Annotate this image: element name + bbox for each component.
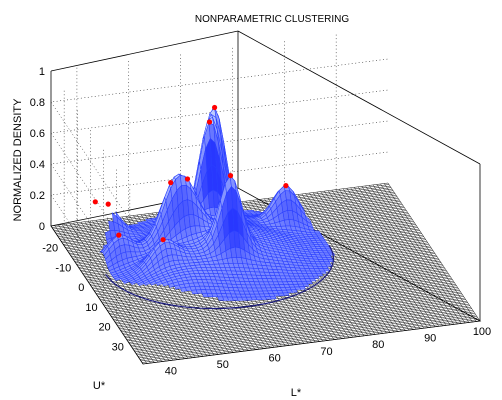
surface-cell <box>321 266 329 269</box>
z-tick-label: 1 <box>39 66 45 78</box>
back-wall-top-edge <box>50 30 239 72</box>
z-tick-label: 0.2 <box>30 190 45 202</box>
surface-cell <box>290 289 298 293</box>
mode-marker <box>105 201 111 207</box>
surface-cell <box>269 295 277 300</box>
mode-marker <box>168 180 174 186</box>
mode-marker <box>184 176 191 182</box>
y-tick-label: -10 <box>55 262 71 274</box>
x-tick-label: 100 <box>473 326 491 338</box>
mode-marker <box>227 173 234 179</box>
mode-marker <box>283 183 289 189</box>
surface-cell <box>305 280 313 285</box>
surface-cell <box>319 270 327 274</box>
surface-cell <box>324 254 332 258</box>
x-tick-label: 50 <box>217 359 229 371</box>
surface-cell <box>302 283 310 287</box>
surface-cell <box>298 286 306 290</box>
mode-marker <box>116 232 122 238</box>
z-grid-line <box>50 151 389 334</box>
x-tick-label: 40 <box>165 366 177 378</box>
z-tick-label: 0.4 <box>30 159 45 171</box>
x-axis-label: L* <box>291 387 302 399</box>
z-axis-label: NORMALIZED DENSITY <box>12 98 24 222</box>
z-grid-line <box>50 89 389 272</box>
mode-marker <box>212 104 218 111</box>
surface-base-edge <box>105 245 335 310</box>
surface-cell <box>325 263 333 267</box>
mode-marker <box>160 237 166 243</box>
surface-cell <box>327 252 336 256</box>
y-tick-label: -20 <box>42 243 58 255</box>
z-tick-label: 0 <box>39 221 45 233</box>
x-tick-label: 70 <box>320 346 332 358</box>
z-tick-label: 0.6 <box>30 128 45 140</box>
y-tick-label: 20 <box>98 322 110 334</box>
surface-cell <box>327 259 335 263</box>
surface-cell <box>282 292 290 296</box>
mode-marker <box>206 119 213 125</box>
y-tick-label: 10 <box>85 302 97 314</box>
y-tick-label: 30 <box>112 341 124 353</box>
y-axis-label: U* <box>93 380 106 392</box>
chart-title: NONPARAMETRIC CLUSTERING <box>195 14 349 25</box>
x-tick-label: 90 <box>424 333 436 345</box>
y-tick-label: 0 <box>78 282 84 294</box>
surface-cell <box>323 268 331 272</box>
surface-cell <box>321 242 329 246</box>
surface-cell <box>316 273 324 277</box>
surface-cell <box>309 278 317 282</box>
x-tick-label: 80 <box>372 339 384 351</box>
surface-cell <box>325 257 333 260</box>
z-grid-line <box>50 120 389 303</box>
density-surface <box>99 106 336 310</box>
tick-labels: 00.20.40.60.81-20-1001020304050607080901… <box>30 66 491 378</box>
x-tick-label: 60 <box>268 353 280 365</box>
right-wall-top-edge <box>237 30 481 165</box>
z-grid-line <box>50 58 389 241</box>
surface-cell <box>312 275 320 279</box>
z-tick-label: 0.8 <box>30 97 45 109</box>
mode-marker <box>92 199 98 205</box>
mode-markers <box>92 104 289 243</box>
